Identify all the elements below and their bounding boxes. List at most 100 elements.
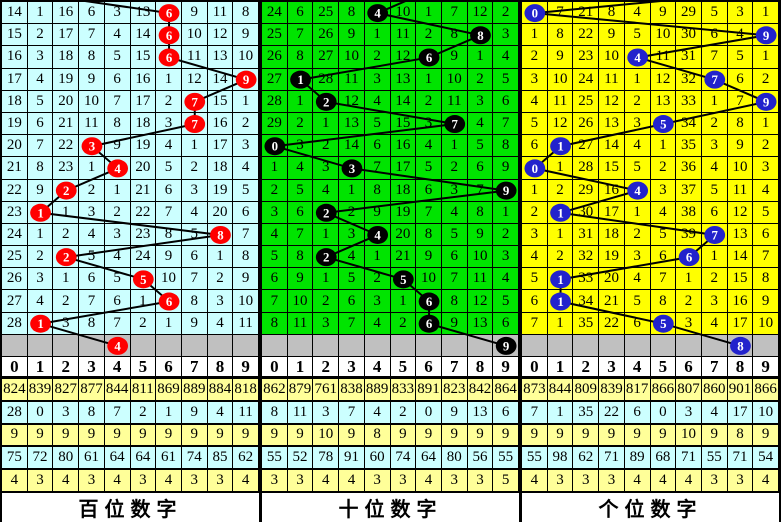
miss-cell: 2 bbox=[522, 46, 548, 69]
header-digit-cell: 8 bbox=[468, 357, 494, 377]
header-digit-cell: 2 bbox=[313, 357, 340, 377]
miss-cell: 14 bbox=[727, 246, 754, 269]
miss-cell: 3 bbox=[364, 290, 391, 313]
miss-cell: 29 bbox=[262, 112, 288, 136]
miss-cell: 3 bbox=[156, 112, 182, 136]
miss-cell: 6 bbox=[104, 290, 131, 313]
miss-cell: 7 bbox=[727, 90, 754, 113]
miss-cell: 24 bbox=[573, 68, 600, 91]
stats-cell: 9 bbox=[650, 424, 677, 446]
miss-cell: 25 bbox=[313, 2, 340, 25]
stats-cell: 64 bbox=[130, 447, 157, 469]
stats-cell: 52 bbox=[287, 447, 314, 469]
footer-label-tens: 十位数字 bbox=[262, 492, 519, 522]
miss-cell: 11 bbox=[441, 90, 468, 113]
stats-cell: 844 bbox=[104, 379, 131, 400]
panel-tens: 24 6 25 8 10 1 7 12 2 25 7 26 9 1 11 2 8 3 26 8 27 10 2 12 9 1 4 27… bbox=[262, 2, 522, 522]
stats-cell: 842 bbox=[467, 379, 494, 400]
miss-cell: 23 bbox=[130, 223, 157, 247]
stats-cell: 68 bbox=[650, 447, 677, 469]
miss-cell: 6 bbox=[364, 135, 391, 158]
miss-cell: 4 bbox=[104, 246, 131, 269]
miss-cell: 8 bbox=[233, 2, 259, 25]
miss-cell: 28 bbox=[313, 68, 340, 91]
miss-cell: 8 bbox=[339, 2, 365, 25]
miss-cell bbox=[416, 312, 442, 335]
miss-cell: 2 bbox=[547, 179, 574, 202]
stats-cell: 60 bbox=[364, 447, 391, 469]
miss-cell: 5 bbox=[262, 246, 288, 269]
miss-cell: 6 bbox=[467, 157, 494, 180]
miss-cell: 18 bbox=[390, 179, 417, 202]
miss-cell: 8 bbox=[650, 290, 677, 313]
pending-cell bbox=[287, 334, 314, 357]
miss-cell: 7 bbox=[79, 290, 105, 313]
miss-cell: 11 bbox=[390, 24, 417, 47]
miss-cell: 27 bbox=[573, 135, 600, 158]
miss-cell: 19 bbox=[390, 201, 417, 224]
miss-cell: 12 bbox=[467, 290, 494, 313]
miss-cell: 7 bbox=[104, 90, 131, 113]
stats-cell: 9 bbox=[53, 424, 80, 446]
stats-cell: 9 bbox=[233, 424, 259, 446]
miss-cell: 6 bbox=[441, 246, 468, 269]
miss-cell: 10 bbox=[599, 46, 625, 69]
miss-cell: 18 bbox=[2, 90, 28, 113]
stats-cell: 54 bbox=[753, 447, 779, 469]
stats-cell: 7 bbox=[104, 401, 131, 423]
stats-cell: 9 bbox=[573, 424, 600, 446]
miss-cell: 30 bbox=[676, 24, 702, 47]
miss-cell: 3 bbox=[104, 2, 131, 25]
stats-cell: 9 bbox=[339, 424, 365, 446]
pending-cell bbox=[547, 334, 574, 357]
miss-cell bbox=[79, 135, 105, 158]
miss-cell bbox=[27, 312, 54, 335]
miss-cell: 2 bbox=[313, 135, 340, 158]
miss-cell: 21 bbox=[573, 2, 600, 25]
miss-cell: 2 bbox=[676, 290, 702, 313]
stats-cell: 55 bbox=[522, 447, 548, 469]
stats-cell: 3 bbox=[79, 470, 105, 491]
miss-cell: 11 bbox=[287, 312, 314, 335]
miss-cell: 2 bbox=[339, 201, 365, 224]
miss-cell: 15 bbox=[207, 90, 234, 113]
header-digit-cell: 0 bbox=[522, 357, 548, 377]
stats-cell: 74 bbox=[181, 447, 208, 469]
miss-cell bbox=[233, 68, 259, 91]
miss-cell: 5 bbox=[467, 135, 494, 158]
miss-cell: 18 bbox=[53, 46, 80, 69]
miss-cell: 7 bbox=[650, 268, 677, 291]
miss-cell: 6 bbox=[287, 201, 314, 224]
miss-cell: 2 bbox=[181, 157, 208, 180]
miss-cell: 2 bbox=[27, 24, 54, 47]
miss-cell: 3 bbox=[364, 68, 391, 91]
miss-cell: 8 bbox=[79, 312, 105, 335]
miss-cell: 5 bbox=[522, 112, 548, 136]
miss-cell: 3 bbox=[727, 2, 754, 25]
miss-cell bbox=[467, 24, 494, 47]
miss-cell: 10 bbox=[79, 90, 105, 113]
miss-cell: 3 bbox=[53, 312, 80, 335]
miss-cell: 5 bbox=[156, 157, 182, 180]
miss-cell: 6 bbox=[79, 2, 105, 25]
miss-cell: 1 bbox=[493, 201, 519, 224]
miss-cell: 4 bbox=[181, 201, 208, 224]
miss-cell: 19 bbox=[2, 112, 28, 136]
stats-cell: 811 bbox=[130, 379, 157, 400]
pending-cell bbox=[79, 334, 105, 357]
pending-cell bbox=[650, 334, 677, 357]
miss-cell: 8 bbox=[27, 157, 54, 180]
pending-cell bbox=[27, 334, 54, 357]
miss-cell: 2 bbox=[753, 68, 779, 91]
miss-cell: 4 bbox=[104, 24, 131, 47]
miss-cell bbox=[207, 223, 234, 247]
miss-cell: 12 bbox=[339, 90, 365, 113]
miss-cell: 7 bbox=[416, 201, 442, 224]
stats-cell: 877 bbox=[79, 379, 105, 400]
stats-cell: 61 bbox=[79, 447, 105, 469]
miss-cell: 1 bbox=[701, 90, 728, 113]
miss-cell: 20 bbox=[599, 268, 625, 291]
miss-cell: 15 bbox=[130, 46, 157, 69]
